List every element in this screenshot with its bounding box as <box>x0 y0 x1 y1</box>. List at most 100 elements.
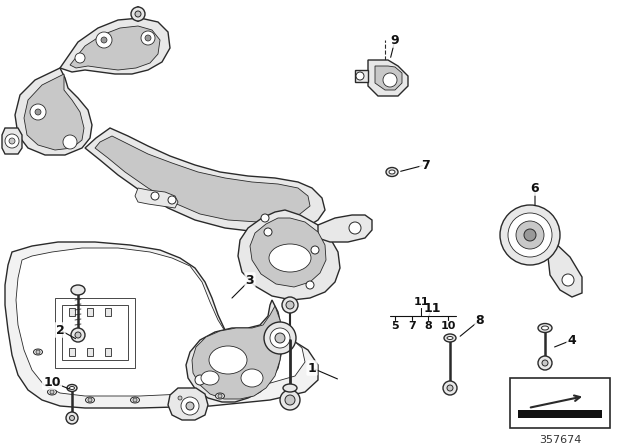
Bar <box>518 410 602 418</box>
Circle shape <box>131 7 145 21</box>
Ellipse shape <box>86 397 95 403</box>
Ellipse shape <box>386 168 398 177</box>
Circle shape <box>264 322 296 354</box>
Polygon shape <box>368 60 408 96</box>
Circle shape <box>5 134 19 148</box>
Circle shape <box>151 192 159 200</box>
Text: 9: 9 <box>390 34 399 47</box>
Ellipse shape <box>175 395 184 401</box>
Circle shape <box>133 398 137 402</box>
Circle shape <box>9 138 15 144</box>
Text: 7: 7 <box>420 159 429 172</box>
Circle shape <box>516 221 544 249</box>
Circle shape <box>261 214 269 222</box>
Polygon shape <box>85 128 325 232</box>
Circle shape <box>500 205 560 265</box>
Circle shape <box>264 228 272 236</box>
Circle shape <box>443 381 457 395</box>
Ellipse shape <box>70 387 74 389</box>
Text: 1: 1 <box>308 362 316 375</box>
Text: 10: 10 <box>44 375 61 388</box>
Bar <box>87 308 93 316</box>
Ellipse shape <box>444 334 456 342</box>
Polygon shape <box>24 74 84 150</box>
Polygon shape <box>250 218 326 287</box>
Bar <box>69 348 75 356</box>
Bar <box>105 308 111 316</box>
Bar <box>105 348 111 356</box>
Polygon shape <box>2 128 22 154</box>
Circle shape <box>275 333 285 343</box>
Circle shape <box>75 53 85 63</box>
Polygon shape <box>355 70 368 82</box>
Text: 4: 4 <box>568 333 577 346</box>
Circle shape <box>135 11 141 17</box>
Polygon shape <box>15 68 92 155</box>
Circle shape <box>96 32 112 48</box>
Text: 11: 11 <box>423 302 441 314</box>
Circle shape <box>101 37 107 43</box>
Polygon shape <box>95 136 310 222</box>
Ellipse shape <box>447 336 453 340</box>
Text: 5: 5 <box>391 321 399 331</box>
Text: 2: 2 <box>56 323 65 336</box>
Polygon shape <box>135 188 178 208</box>
Circle shape <box>286 301 294 309</box>
Circle shape <box>538 356 552 370</box>
Ellipse shape <box>33 349 42 355</box>
Polygon shape <box>238 210 340 300</box>
Ellipse shape <box>201 371 219 385</box>
Polygon shape <box>168 388 208 420</box>
Ellipse shape <box>47 389 56 395</box>
Polygon shape <box>70 26 160 70</box>
Ellipse shape <box>209 346 247 374</box>
Circle shape <box>562 274 574 286</box>
Circle shape <box>70 415 74 421</box>
Text: 8: 8 <box>476 314 484 327</box>
Circle shape <box>356 72 364 80</box>
Circle shape <box>311 246 319 254</box>
Circle shape <box>285 395 295 405</box>
Ellipse shape <box>283 384 297 392</box>
Circle shape <box>63 135 77 149</box>
Circle shape <box>181 397 199 415</box>
Ellipse shape <box>541 326 548 330</box>
Circle shape <box>75 332 81 338</box>
Circle shape <box>280 390 300 410</box>
Ellipse shape <box>71 285 85 295</box>
Polygon shape <box>62 305 128 360</box>
Polygon shape <box>186 300 282 402</box>
Ellipse shape <box>216 393 225 399</box>
Circle shape <box>306 281 314 289</box>
Circle shape <box>30 104 46 120</box>
Ellipse shape <box>538 323 552 332</box>
Bar <box>87 348 93 356</box>
Circle shape <box>36 350 40 354</box>
Text: 10: 10 <box>440 321 456 331</box>
Ellipse shape <box>269 244 311 272</box>
Polygon shape <box>5 242 318 408</box>
Bar <box>69 308 75 316</box>
Circle shape <box>524 229 536 241</box>
Ellipse shape <box>389 170 395 174</box>
Circle shape <box>35 109 41 115</box>
Circle shape <box>349 222 361 234</box>
Ellipse shape <box>241 369 263 387</box>
Circle shape <box>508 213 552 257</box>
Ellipse shape <box>67 384 77 392</box>
Polygon shape <box>60 18 170 74</box>
Circle shape <box>178 396 182 400</box>
Polygon shape <box>16 248 305 396</box>
Circle shape <box>218 394 222 398</box>
Circle shape <box>195 375 205 385</box>
Polygon shape <box>55 298 135 368</box>
Polygon shape <box>318 215 372 242</box>
Circle shape <box>270 328 290 348</box>
Text: 7: 7 <box>408 321 416 331</box>
Circle shape <box>168 196 176 204</box>
Bar <box>510 378 610 428</box>
Circle shape <box>447 385 453 391</box>
Text: 3: 3 <box>246 273 254 287</box>
Circle shape <box>71 328 85 342</box>
Circle shape <box>282 297 298 313</box>
